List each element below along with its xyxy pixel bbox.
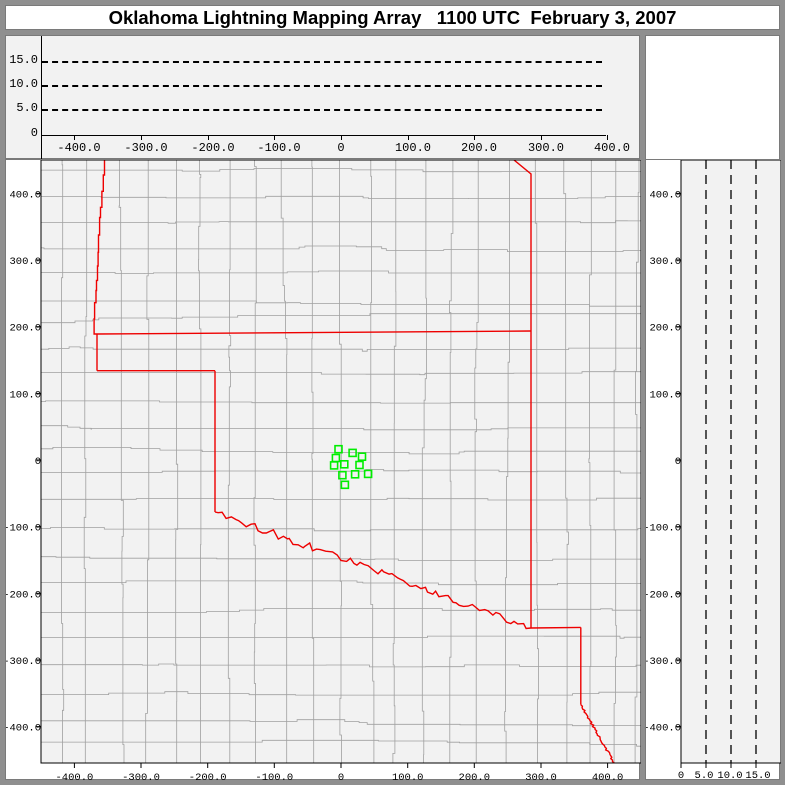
svg-text:0: 0 xyxy=(678,770,684,781)
svg-text:-400.0: -400.0 xyxy=(646,723,681,735)
svg-text:400.0: 400.0 xyxy=(592,772,624,781)
svg-text:-200.0: -200.0 xyxy=(6,589,41,601)
svg-text:100.0: 100.0 xyxy=(649,389,681,401)
svg-text:10.0: 10.0 xyxy=(717,770,742,781)
svg-text:5.0: 5.0 xyxy=(695,770,714,781)
svg-text:100.0: 100.0 xyxy=(9,389,41,401)
svg-text:300.0: 300.0 xyxy=(9,256,41,268)
svg-text:-200.0: -200.0 xyxy=(646,589,681,601)
svg-text:15.0: 15.0 xyxy=(745,770,770,781)
svg-text:-400.0: -400.0 xyxy=(55,772,93,781)
svg-text:-400.0: -400.0 xyxy=(6,723,41,735)
svg-text:300.0: 300.0 xyxy=(525,772,557,781)
svg-text:0: 0 xyxy=(675,456,681,468)
svg-text:-200.0: -200.0 xyxy=(189,772,227,781)
svg-text:0: 0 xyxy=(35,456,41,468)
svg-text:400.0: 400.0 xyxy=(649,189,681,201)
svg-text:200.0: 200.0 xyxy=(649,323,681,335)
svg-text:-300.0: -300.0 xyxy=(122,772,160,781)
svg-text:200.0: 200.0 xyxy=(9,323,41,335)
svg-text:200.0: 200.0 xyxy=(459,772,491,781)
svg-text:0: 0 xyxy=(338,772,344,781)
svg-text:-100.0: -100.0 xyxy=(6,523,41,535)
svg-text:100.0: 100.0 xyxy=(392,772,424,781)
svg-text:-300.0: -300.0 xyxy=(6,656,41,668)
svg-text:-300.0: -300.0 xyxy=(646,656,681,668)
svg-text:400.0: 400.0 xyxy=(9,189,41,201)
svg-text:-100.0: -100.0 xyxy=(646,523,681,535)
svg-text:300.0: 300.0 xyxy=(649,256,681,268)
svg-text:-100.0: -100.0 xyxy=(255,772,293,781)
